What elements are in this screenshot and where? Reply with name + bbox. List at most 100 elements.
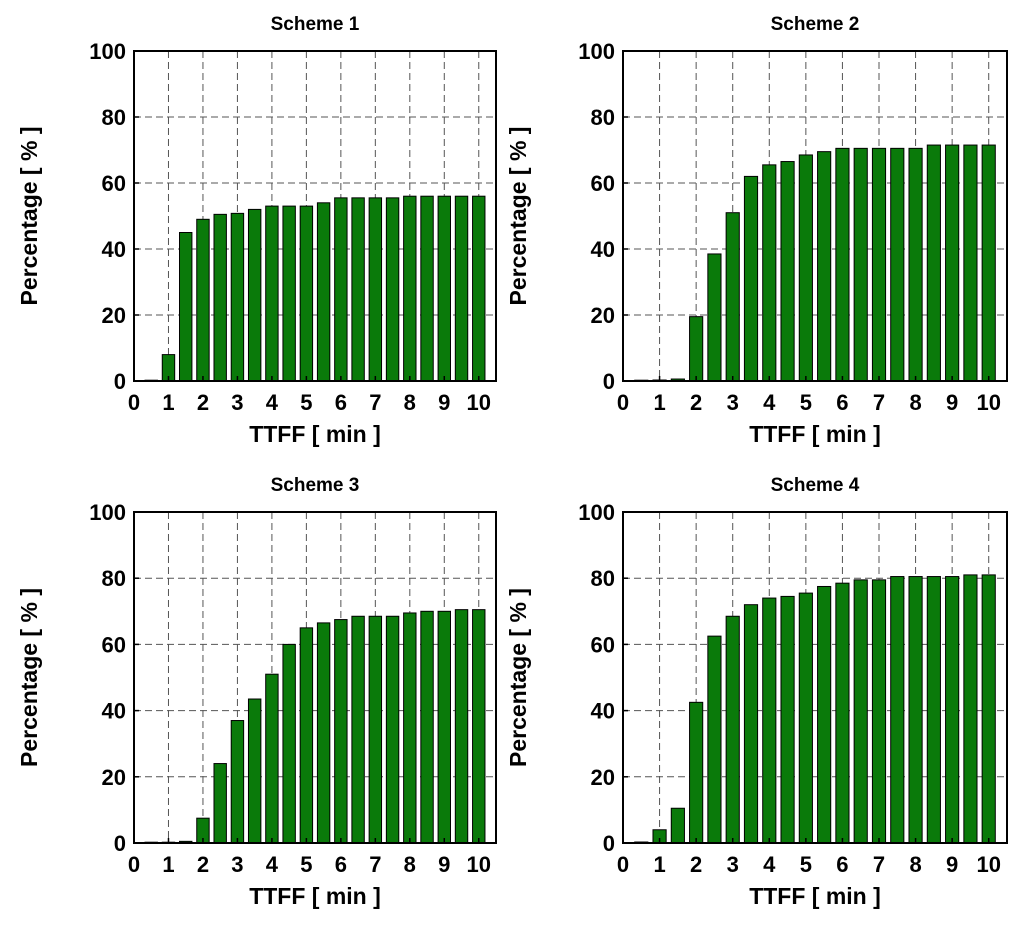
y-tick-label: 40 <box>102 699 126 724</box>
x-tick-label: 3 <box>727 852 739 877</box>
bar-2.5 <box>707 253 722 382</box>
axes-frame <box>133 511 497 844</box>
x-tick-label: 6 <box>335 390 347 415</box>
bar-4 <box>762 164 777 382</box>
bar-7 <box>368 615 383 844</box>
bar-7 <box>368 197 383 382</box>
y-axis-label: Percentage [ % ] <box>16 588 42 767</box>
y-tick-label: 60 <box>591 171 615 196</box>
x-tick-label: 0 <box>128 390 140 415</box>
x-tick-label: 8 <box>404 852 416 877</box>
bar-6 <box>835 147 850 382</box>
x-tick-label: 7 <box>873 852 885 877</box>
x-tick-label: 8 <box>909 852 921 877</box>
x-tick-label: 4 <box>266 852 279 877</box>
x-tick-label: 6 <box>836 390 848 415</box>
x-axis-label: TTFF [ min ] <box>749 883 881 909</box>
bar-7.5 <box>890 147 905 382</box>
chart-title: Scheme 4 <box>771 475 860 496</box>
y-tick-label: 40 <box>102 237 126 262</box>
x-tick-label: 2 <box>690 390 702 415</box>
bar-9.5 <box>963 574 978 844</box>
y-tick-label: 0 <box>114 831 126 856</box>
plot-area <box>134 51 496 381</box>
y-tick-label: 40 <box>591 237 615 262</box>
x-tick-label: 10 <box>467 390 491 415</box>
bar-6 <box>334 197 348 382</box>
bar-8.5 <box>926 576 941 844</box>
y-axis-label: Percentage [ % ] <box>16 127 42 306</box>
bar-7 <box>871 147 887 382</box>
bar-2.5 <box>213 763 227 844</box>
bar-5 <box>798 592 813 844</box>
bar-4.5 <box>780 161 795 382</box>
bar-10 <box>981 144 996 382</box>
x-axis-label: TTFF [ min ] <box>749 421 881 447</box>
y-tick-label: 100 <box>89 500 126 525</box>
x-axis-label: TTFF [ min ] <box>249 421 381 447</box>
x-tick-label: 2 <box>197 390 209 415</box>
x-tick-label: 9 <box>438 852 450 877</box>
x-tick-label: 0 <box>617 852 629 877</box>
bar-2 <box>196 218 210 382</box>
y-axis-label: Percentage [ % ] <box>505 127 531 306</box>
bar-8 <box>403 612 417 844</box>
y-tick-label: 20 <box>102 765 126 790</box>
bar-5 <box>299 205 314 382</box>
x-tick-label: 2 <box>197 852 209 877</box>
x-tick-label: 9 <box>946 852 958 877</box>
bar-10 <box>472 195 486 382</box>
x-tick-label: 5 <box>800 852 812 877</box>
y-tick-label: 20 <box>102 303 126 328</box>
x-tick-label: 0 <box>617 390 629 415</box>
x-tick-label: 0 <box>128 852 140 877</box>
x-tick-label: 1 <box>162 390 174 415</box>
x-tick-label: 8 <box>404 390 416 415</box>
bar-8 <box>403 195 417 382</box>
bar-8.5 <box>926 144 941 382</box>
bar-5 <box>299 627 314 844</box>
bar-9 <box>437 610 451 844</box>
x-tick-label: 5 <box>300 390 312 415</box>
bar-3.5 <box>743 175 759 382</box>
x-tick-label: 5 <box>800 390 812 415</box>
axes-frame <box>622 511 1008 844</box>
bar-2.5 <box>707 635 722 844</box>
bar-6.5 <box>853 147 868 382</box>
y-tick-label: 60 <box>102 171 126 196</box>
x-tick-label: 10 <box>976 852 1000 877</box>
bar-9 <box>437 195 451 382</box>
x-axis-label: TTFF [ min ] <box>249 883 381 909</box>
axes-frame <box>622 50 1008 382</box>
x-tick-label: 6 <box>836 852 848 877</box>
y-tick-label: 60 <box>591 632 615 657</box>
bar-3 <box>230 720 245 844</box>
bar-4.5 <box>282 205 296 382</box>
plot-area <box>134 512 496 843</box>
bar-4 <box>762 597 777 844</box>
y-tick-label: 40 <box>591 699 615 724</box>
x-tick-label: 4 <box>763 390 776 415</box>
x-tick-label: 1 <box>653 852 665 877</box>
x-tick-label: 1 <box>653 390 665 415</box>
bar-6.5 <box>853 579 868 844</box>
bar-3.5 <box>247 208 262 382</box>
bar-4.5 <box>780 595 795 844</box>
chart-title: Scheme 1 <box>271 14 360 35</box>
bar-7.5 <box>890 576 905 844</box>
x-tick-label: 7 <box>873 390 885 415</box>
bar-2 <box>689 701 704 844</box>
y-tick-label: 20 <box>591 303 615 328</box>
bar-3.5 <box>247 698 262 844</box>
bar-4 <box>265 673 279 844</box>
y-tick-label: 20 <box>591 765 615 790</box>
y-tick-label: 0 <box>603 831 615 856</box>
x-tick-label: 1 <box>162 852 174 877</box>
x-tick-label: 7 <box>369 390 381 415</box>
bar-3 <box>230 212 245 382</box>
x-tick-label: 9 <box>946 390 958 415</box>
x-tick-label: 9 <box>438 390 450 415</box>
